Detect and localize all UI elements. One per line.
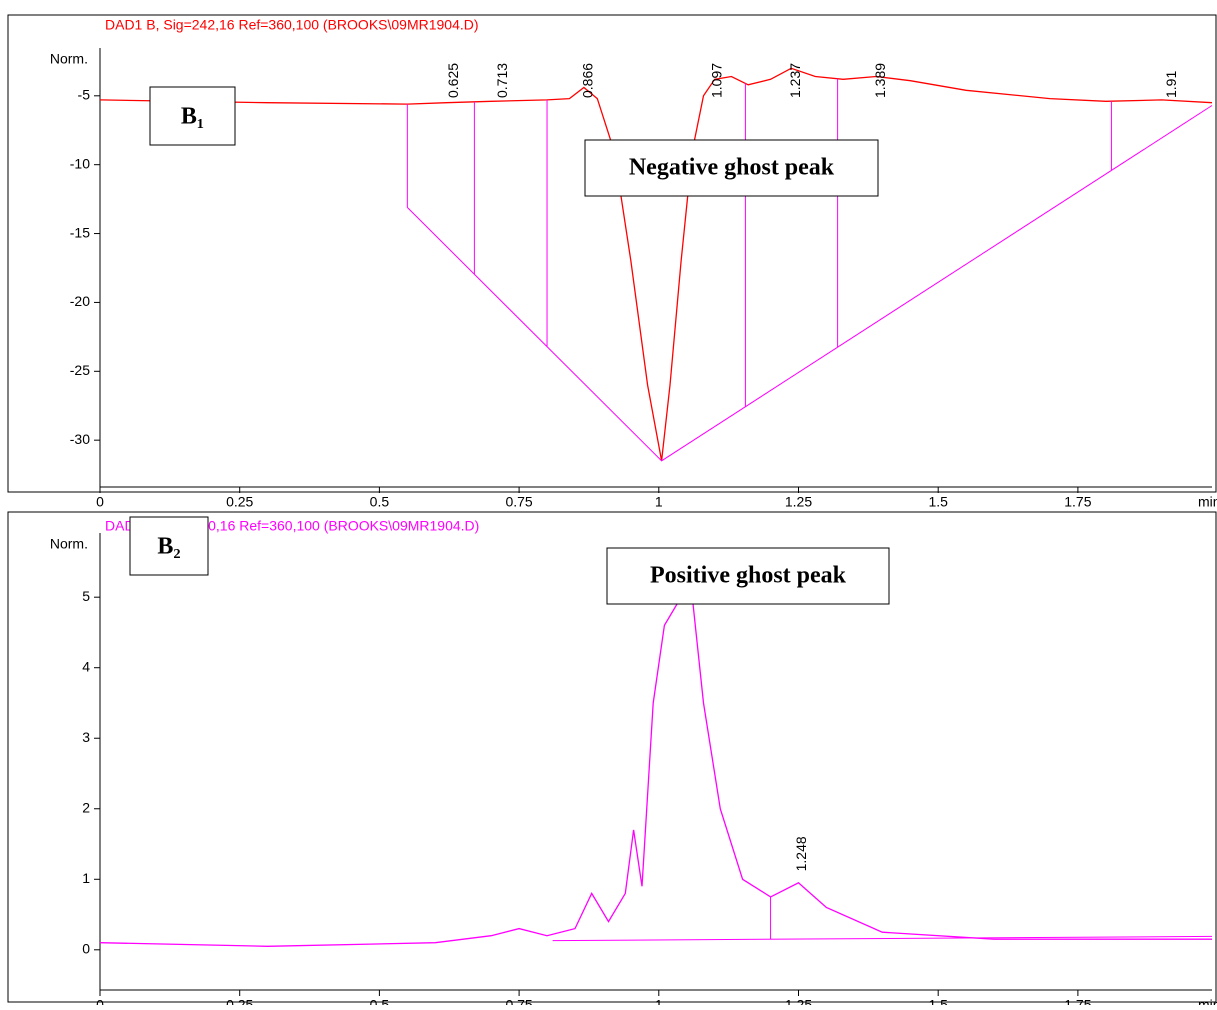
- x-tick-label: 1.25: [785, 494, 812, 510]
- y-axis-label: Norm.: [50, 536, 88, 552]
- y-tick-label: -20: [70, 293, 90, 309]
- signal-trace: [99, 67, 1213, 461]
- annotation-frame: [606, 547, 890, 605]
- x-tick-label: 0.75: [505, 997, 532, 1005]
- y-axis-label: Norm.: [50, 51, 88, 67]
- panel-label-box: B₂: [129, 516, 209, 576]
- panel-label-frame: [129, 516, 209, 576]
- baseline: [552, 935, 1213, 942]
- panel-label: B₂: [157, 534, 180, 560]
- panel-label: B₁: [181, 104, 204, 130]
- x-tick-label: 1.75: [1064, 494, 1091, 510]
- x-tick-label: 0.25: [226, 494, 253, 510]
- y-tick-label: 4: [82, 658, 90, 674]
- y-tick-label: -25: [70, 362, 90, 378]
- x-tick-label: 0: [96, 997, 104, 1005]
- y-tick-label: -30: [70, 431, 90, 447]
- annotation-frame: [584, 139, 879, 197]
- x-tick-label: 0: [96, 494, 104, 510]
- y-tick-label: -15: [70, 224, 90, 240]
- annotation: Positive ghost peak: [650, 563, 847, 589]
- panel-label-box: B₁: [149, 86, 236, 146]
- annotation: Negative ghost peak: [629, 155, 835, 181]
- x-tick-label: 0.75: [505, 494, 532, 510]
- peak-label: 0.866: [580, 63, 596, 98]
- x-tick-label: 1: [655, 494, 663, 510]
- y-tick-label: 5: [82, 588, 90, 604]
- peak-label: 1.389: [872, 63, 888, 98]
- peak-label: 1.91: [1163, 71, 1179, 98]
- annotation-box: Positive ghost peak: [606, 547, 890, 605]
- y-tick-label: 2: [82, 799, 90, 815]
- x-axis-label: min: [1198, 494, 1217, 510]
- chart-title: DAD1 B, Sig=242,16 Ref=360,100 (BROOKS\0…: [105, 17, 479, 33]
- x-tick-label: 0.5: [370, 494, 390, 510]
- signal-trace: [99, 596, 1212, 947]
- x-axis-label: min: [1198, 997, 1217, 1005]
- annotation-box: Negative ghost peak: [584, 139, 879, 197]
- y-tick-label: 3: [82, 729, 90, 745]
- x-tick-label: 1.5: [928, 494, 948, 510]
- peak-label: 1.248: [793, 836, 809, 871]
- panel-frame: [7, 511, 1217, 1003]
- peak-label: 0.713: [494, 63, 510, 98]
- y-tick-label: 1: [82, 870, 90, 886]
- y-tick-label: 0: [82, 941, 90, 957]
- x-tick-label: 1.5: [928, 997, 948, 1005]
- peak-label: 1.097: [709, 63, 725, 98]
- x-tick-label: 0.25: [226, 997, 253, 1005]
- peak-label: 0.625: [445, 63, 461, 98]
- x-tick-label: 1.75: [1064, 997, 1091, 1005]
- baseline: [406, 105, 1213, 462]
- x-tick-label: 1: [655, 997, 663, 1005]
- x-tick-label: 1.25: [785, 997, 812, 1005]
- y-tick-label: -10: [70, 155, 90, 171]
- panel-label-frame: [149, 86, 236, 146]
- y-tick-label: -5: [78, 87, 91, 103]
- panel-frame: [7, 14, 1217, 493]
- peak-label: 1.237: [787, 63, 803, 98]
- x-tick-label: 0.5: [370, 997, 390, 1005]
